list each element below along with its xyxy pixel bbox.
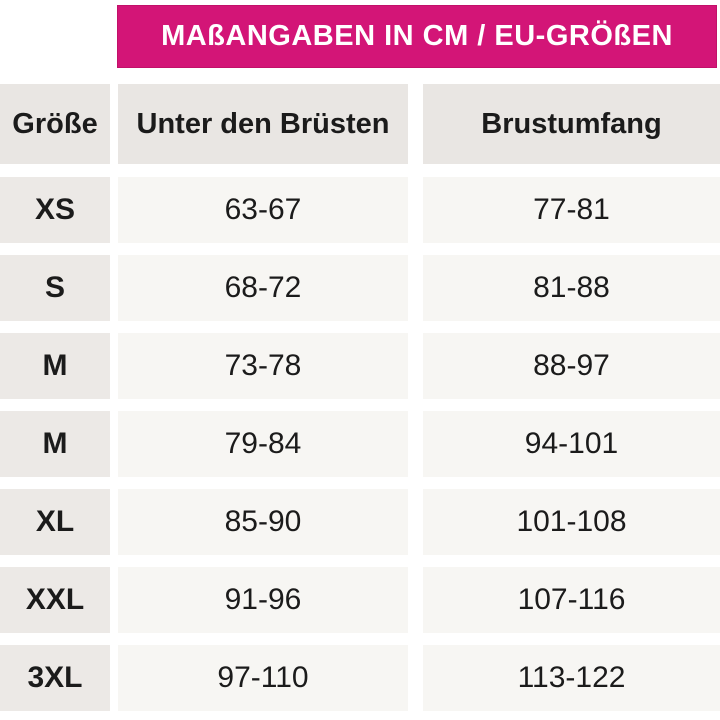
table-row-m1: M 73-78 88-97 xyxy=(0,333,720,399)
table-row-xxl: XXL 91-96 107-116 xyxy=(0,567,720,633)
column-header-groesse: Größe xyxy=(0,84,110,164)
bust-value: 81-88 xyxy=(423,255,720,321)
column-header-brustumfang: Brustumfang xyxy=(423,84,720,164)
underbust-value: 91-96 xyxy=(118,567,408,633)
underbust-value: 97-110 xyxy=(118,645,408,711)
size-label: M xyxy=(0,333,110,399)
size-label: XL xyxy=(0,489,110,555)
table-row-s: S 68-72 81-88 xyxy=(0,255,720,321)
size-table: Größe Unter den Brüsten Brustumfang XS 6… xyxy=(0,84,720,720)
bust-value: 107-116 xyxy=(423,567,720,633)
size-label: M xyxy=(0,411,110,477)
bust-value: 101-108 xyxy=(423,489,720,555)
size-label: XS xyxy=(0,177,110,243)
table-row-3xl: 3XL 97-110 113-122 xyxy=(0,645,720,711)
table-row-xs: XS 63-67 77-81 xyxy=(0,177,720,243)
page-title: MAßANGABEN IN CM / EU-GRÖßEN xyxy=(161,20,673,52)
underbust-value: 63-67 xyxy=(118,177,408,243)
table-row-m2: M 79-84 94-101 xyxy=(0,411,720,477)
size-label: XXL xyxy=(0,567,110,633)
underbust-value: 79-84 xyxy=(118,411,408,477)
bust-value: 77-81 xyxy=(423,177,720,243)
bust-value: 113-122 xyxy=(423,645,720,711)
underbust-value: 85-90 xyxy=(118,489,408,555)
underbust-value: 73-78 xyxy=(118,333,408,399)
bust-value: 88-97 xyxy=(423,333,720,399)
size-label: 3XL xyxy=(0,645,110,711)
bust-value: 94-101 xyxy=(423,411,720,477)
column-header-unter-den-bruesten: Unter den Brüsten xyxy=(118,84,408,164)
table-header-row: Größe Unter den Brüsten Brustumfang xyxy=(0,84,720,164)
underbust-value: 68-72 xyxy=(118,255,408,321)
table-row-xl: XL 85-90 101-108 xyxy=(0,489,720,555)
title-banner: MAßANGABEN IN CM / EU-GRÖßEN xyxy=(117,5,717,68)
size-label: S xyxy=(0,255,110,321)
